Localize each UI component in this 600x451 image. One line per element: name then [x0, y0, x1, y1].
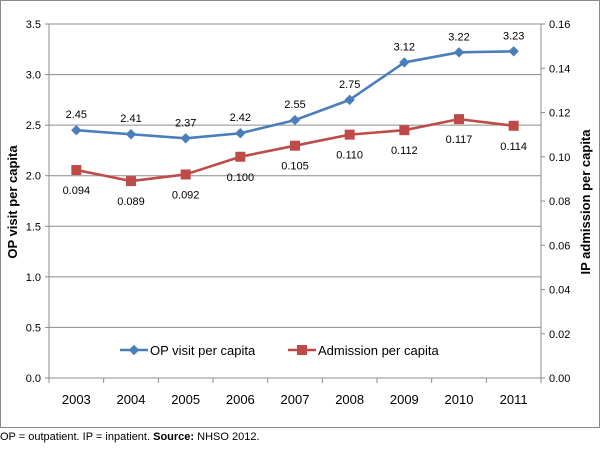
x-tick-label: 2008: [335, 392, 364, 407]
data-point-marker: [344, 94, 355, 106]
y-left-tick-label: 1.5: [26, 221, 41, 233]
y-right-tick-label: 0.12: [549, 108, 570, 120]
data-point-marker: [235, 128, 246, 139]
data-point-marker: [290, 140, 300, 151]
data-label: 0.114: [500, 141, 527, 153]
y-right-tick-label: 0.00: [549, 373, 570, 385]
data-point-marker: [297, 345, 307, 355]
data-point-marker: [453, 47, 465, 58]
x-tick-label: 2006: [226, 392, 255, 407]
data-point-marker: [289, 114, 301, 126]
x-tick-label: 2009: [390, 392, 419, 407]
data-label: 0.100: [227, 172, 255, 184]
x-tick-label: 2010: [445, 392, 474, 407]
data-label: 0.112: [391, 145, 418, 157]
data-point-marker: [71, 165, 82, 176]
legend: OP visit per capita Admission per capita: [120, 343, 439, 358]
y-left-tick-label: 2.5: [26, 120, 41, 132]
y-axis-right-title: IP admission per capita: [578, 129, 593, 275]
data-point-marker: [180, 133, 191, 144]
figure-caption: OP = outpatient. IP = inpatient. Source:…: [0, 431, 260, 443]
data-point-marker: [454, 114, 464, 125]
data-label: 3.23: [503, 30, 524, 42]
data-point-marker: [126, 176, 136, 187]
data-label: 3.22: [448, 31, 469, 43]
chart-border: [0, 0, 600, 428]
y-right-tick-label: 0.14: [549, 63, 570, 75]
data-point-marker: [344, 129, 355, 140]
data-point-marker: [399, 125, 410, 136]
data-label: 2.45: [66, 109, 87, 121]
data-label: 2.75: [339, 79, 360, 91]
data-label: 0.089: [117, 196, 145, 208]
data-point-marker: [508, 120, 519, 131]
legend-label: Admission per capita: [318, 343, 439, 358]
data-label: 0.110: [336, 150, 363, 162]
y-right-tick-label: 0.06: [549, 240, 570, 252]
data-label: 0.092: [172, 189, 200, 201]
y-right-tick-label: 0.10: [549, 152, 570, 164]
x-tick-label: 2004: [117, 392, 146, 407]
data-label: 2.37: [175, 117, 196, 129]
series: [71, 46, 519, 187]
data-point-marker: [235, 151, 246, 162]
chart-frame: 0.0 0.5 1.0 1.5 2.0 2.5 3.0 3.5 0.00 0.02 0.04 0.06…: [0, 0, 600, 428]
data-point-marker: [71, 124, 82, 136]
y-left-tick-label: 0.0: [26, 373, 41, 385]
legend-label: OP visit per capita: [150, 343, 256, 358]
y-left-tick-label: 3.5: [26, 19, 41, 31]
x-tick-label: 2003: [62, 392, 91, 407]
x-tick-label: 2011: [500, 392, 528, 407]
data-point-marker: [128, 344, 140, 356]
data-label: 0.117: [446, 134, 473, 146]
y-right-tick-label: 0.04: [549, 285, 570, 297]
y-axis-left-title: OP visit per capita: [5, 145, 20, 259]
data-point-marker: [125, 129, 137, 140]
caption-source-label: Source:: [153, 431, 195, 443]
data-label: 2.41: [120, 113, 141, 125]
x-tick-label: 2007: [281, 392, 310, 407]
x-tick-label: 2005: [171, 392, 200, 407]
axes: 0.0 0.5 1.0 1.5 2.0 2.5 3.0 3.5 0.00 0.02 0.04 0.06…: [26, 19, 571, 407]
caption-source: NHSO 2012.: [197, 431, 260, 443]
y-left-tick-label: 0.5: [26, 322, 41, 334]
data-point-marker: [399, 57, 410, 68]
data-label: 0.105: [281, 161, 309, 173]
y-right-tick-label: 0.16: [549, 19, 570, 31]
caption-abbreviations: OP = outpatient. IP = inpatient.: [0, 431, 151, 443]
data-label: 2.42: [230, 112, 251, 124]
data-point-marker: [180, 169, 191, 180]
data-label: 0.094: [63, 185, 91, 197]
y-right-tick-label: 0.08: [549, 196, 570, 208]
y-left-tick-label: 2.0: [26, 171, 41, 183]
y-right-tick-label: 0.02: [549, 329, 570, 341]
data-label: 3.12: [394, 41, 415, 53]
data-label: 2.55: [284, 99, 305, 111]
data-labels: 2.45 2.41 2.37 2.42 2.55 2.75 3.12 3.22 3.23 0.09…: [63, 30, 527, 208]
y-left-tick-label: 1.0: [26, 272, 41, 284]
y-left-tick-label: 3.0: [26, 70, 41, 82]
data-point-marker: [508, 46, 519, 57]
